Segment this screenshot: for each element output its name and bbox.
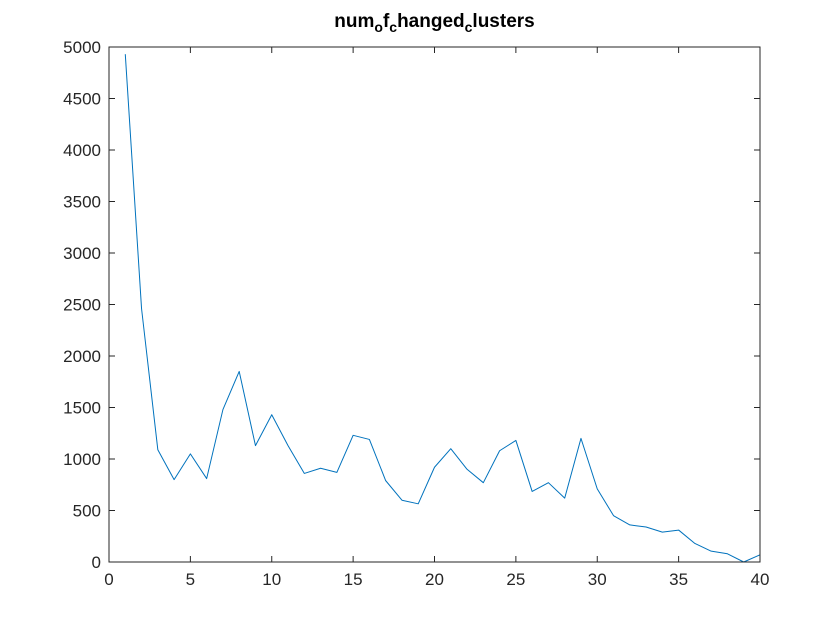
y-tick-label: 4000 xyxy=(63,141,101,160)
y-tick-label: 2000 xyxy=(63,347,101,366)
x-tick-label: 10 xyxy=(262,570,281,589)
y-tick-label: 1500 xyxy=(63,399,101,418)
x-tick-label: 40 xyxy=(751,570,770,589)
y-tick-label: 500 xyxy=(73,502,101,521)
chart-title: numofchangedclusters xyxy=(334,11,534,35)
y-tick-label: 4500 xyxy=(63,90,101,109)
x-tick-label: 5 xyxy=(186,570,195,589)
plot-area xyxy=(109,47,760,562)
x-tick-label: 25 xyxy=(506,570,525,589)
data-series xyxy=(124,54,761,563)
x-tick-label: 15 xyxy=(344,570,363,589)
y-tick-label: 0 xyxy=(92,553,101,572)
y-tick-label: 5000 xyxy=(63,38,101,57)
y-axis: 0 500 1000 1500 2000 2500 3000 3500 4000 4500 5000 xyxy=(63,38,760,572)
y-tick-label: 3000 xyxy=(63,244,101,263)
y-tick-label: 1000 xyxy=(63,450,101,469)
y-tick-label: 2500 xyxy=(63,296,101,315)
series-line xyxy=(124,54,761,563)
y-tick-label: 3500 xyxy=(63,193,101,212)
x-tick-label: 0 xyxy=(104,570,113,589)
x-tick-label: 20 xyxy=(425,570,444,589)
x-axis: 0 5 10 15 20 25 30 35 40 xyxy=(104,47,769,589)
x-tick-label: 35 xyxy=(669,570,688,589)
axes-box xyxy=(108,46,761,563)
x-tick-label: 30 xyxy=(588,570,607,589)
